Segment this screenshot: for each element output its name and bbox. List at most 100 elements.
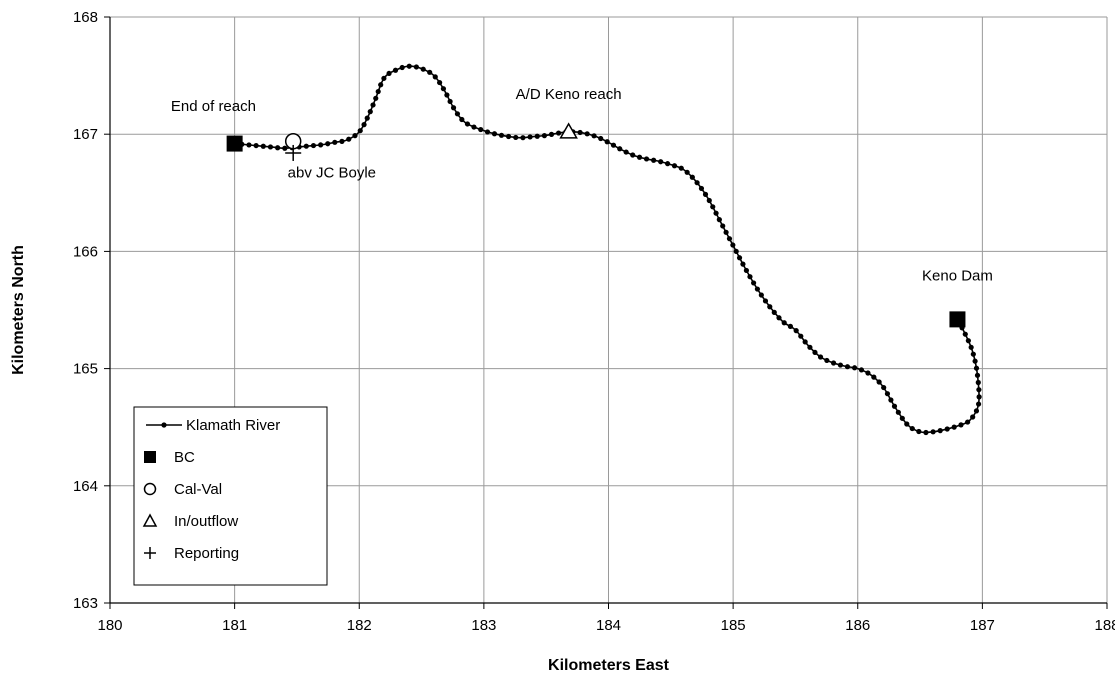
river-point [454, 111, 461, 117]
river-point [318, 142, 324, 148]
river-point [881, 384, 887, 391]
marker-bc [226, 135, 243, 152]
river-point [260, 143, 266, 149]
river-point [357, 128, 363, 134]
river-point [694, 180, 700, 186]
river-point [364, 115, 370, 121]
legend: Klamath River BC Cal-Val In/outflow Reportin… [133, 406, 328, 586]
river-point [909, 425, 915, 432]
river-point [658, 159, 664, 165]
legend-label: Cal-Val [174, 481, 222, 498]
river-point [440, 86, 447, 92]
legend-label: BC [174, 449, 195, 466]
river-point [246, 142, 252, 148]
x-tick-label: 183 [471, 617, 496, 634]
river-point [771, 309, 777, 315]
grid-lines [110, 16, 1108, 603]
river-point [767, 304, 773, 310]
marker-in-outflow [559, 122, 578, 139]
legend-item: Klamath River [146, 417, 280, 434]
river-point [604, 139, 610, 145]
river-point [375, 88, 381, 95]
river-point [392, 67, 399, 73]
river-point [598, 135, 604, 142]
river-point [630, 152, 636, 158]
river-point [420, 66, 426, 72]
river-point [527, 134, 533, 140]
river-point [478, 126, 484, 133]
river-point [471, 124, 477, 130]
river-point [733, 248, 739, 255]
river-point [665, 161, 671, 167]
river-point [386, 70, 392, 77]
river-point [623, 149, 629, 155]
river-point [762, 298, 769, 304]
river-point [381, 75, 387, 81]
annotation-label: abv JC Boyle [288, 165, 376, 182]
marker-reporting [285, 144, 302, 161]
river-point [555, 130, 562, 136]
river-point [713, 210, 719, 216]
river-point [361, 122, 367, 128]
river-point [970, 351, 976, 357]
x-tick-label: 181 [222, 617, 247, 634]
river-point [951, 424, 957, 430]
legend-triangle-swatch [142, 513, 158, 527]
river-point [541, 132, 548, 139]
river-point [651, 157, 657, 163]
x-tick-label: 184 [596, 617, 621, 634]
annotation-label: A/D Keno reach [516, 86, 622, 103]
x-tick-label: 188 [1094, 617, 1115, 634]
legend-item: BC [144, 449, 195, 466]
river-point [253, 142, 259, 149]
river-point [491, 131, 498, 137]
river-point [888, 397, 894, 403]
river-point [584, 131, 590, 137]
river-point [916, 428, 922, 435]
river-point [643, 156, 650, 162]
river-point [965, 338, 971, 344]
river-point [844, 364, 851, 370]
series-klamath-river [232, 63, 982, 436]
river-point [684, 169, 690, 175]
river-point [437, 79, 443, 86]
river-point [520, 135, 526, 141]
y-tick-label: 164 [73, 478, 98, 495]
river-point [973, 365, 980, 371]
river-point [899, 415, 905, 421]
river-point [758, 292, 764, 298]
river-point [447, 98, 453, 105]
marker-bc [949, 311, 966, 328]
river-point [339, 138, 345, 144]
river-point [812, 349, 818, 356]
river-point [610, 142, 617, 148]
river-point [740, 261, 746, 267]
river-point [346, 136, 352, 142]
x-tick-label: 186 [845, 617, 870, 634]
river-point [824, 357, 830, 364]
river-point [370, 102, 376, 108]
legend-box [133, 406, 328, 586]
legend-circle-swatch [143, 482, 157, 496]
river-point [702, 191, 709, 197]
river-point [378, 82, 384, 88]
river-point [513, 134, 519, 141]
y-tick-label: 167 [73, 126, 98, 143]
river-point [591, 133, 597, 139]
river-point [974, 372, 981, 378]
river-point [904, 421, 910, 427]
river-point [671, 163, 678, 169]
legend-item: Cal-Val [143, 481, 222, 498]
river-point [267, 144, 274, 150]
river-point [726, 236, 733, 242]
river-point [399, 64, 405, 71]
river-point [373, 95, 379, 101]
river-line [234, 65, 980, 434]
river-point [432, 74, 438, 80]
river-point [817, 354, 824, 360]
series-layer [226, 63, 982, 436]
x-tick-label: 185 [721, 617, 746, 634]
river-point [970, 414, 976, 420]
river-point [282, 145, 288, 151]
